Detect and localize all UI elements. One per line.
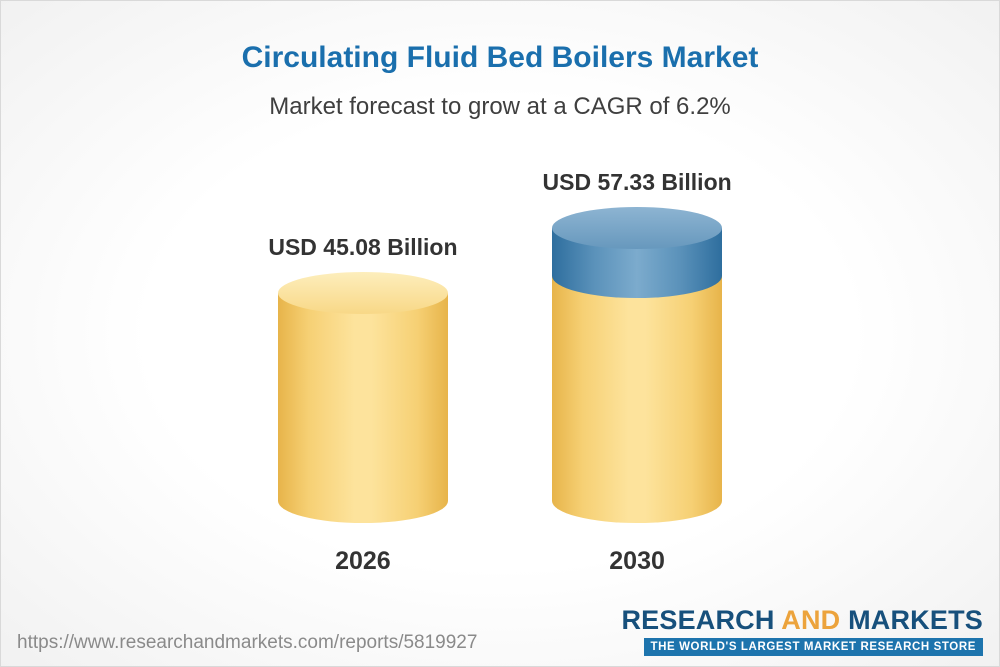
cylinder-top-ellipse-2026 (277, 272, 448, 314)
logo-wordmark: RESEARCH AND MARKETS (621, 607, 983, 634)
bar-group-2026: USD 45.08 Billion 2026 (268, 234, 457, 576)
logo-tagline: THE WORLD'S LARGEST MARKET RESEARCH STOR… (643, 638, 983, 656)
chart-title: Circulating Fluid Bed Boilers Market (241, 41, 759, 74)
logo-word-and: AND (781, 605, 841, 635)
research-and-markets-logo: RESEARCH AND MARKETS THE WORLD'S LARGEST… (621, 607, 983, 656)
bar-group-2030: USD 57.33 Billion 2030 (543, 169, 732, 576)
chart-subtitle: Market forecast to grow at a CAGR of 6.2… (269, 93, 731, 120)
logo-word-markets: MARKETS (848, 605, 983, 635)
cylinder-bar-2030 (552, 207, 723, 523)
value-label-2030: USD 57.33 Billion (542, 169, 732, 195)
axis-label-2030: 2030 (609, 547, 665, 575)
chart-header: Circulating Fluid Bed Boilers Market Mar… (1, 1, 999, 121)
axis-label-2026: 2026 (335, 547, 391, 575)
report-url: https://www.researchandmarkets.com/repor… (17, 632, 478, 653)
cylinder-bar-2026 (277, 272, 448, 523)
cylinder-top-ellipse-2030 (552, 207, 723, 249)
cylinder-body-2030 (552, 228, 723, 523)
chart-plot-area: USD 45.08 Billion 2026 USD 57.33 Billion… (1, 169, 999, 576)
cylinder-body-2026 (277, 293, 448, 523)
footer: https://www.researchandmarkets.com/repor… (1, 607, 999, 656)
logo-word-research: RESEARCH (621, 605, 775, 635)
value-label-2026: USD 45.08 Billion (268, 234, 458, 260)
